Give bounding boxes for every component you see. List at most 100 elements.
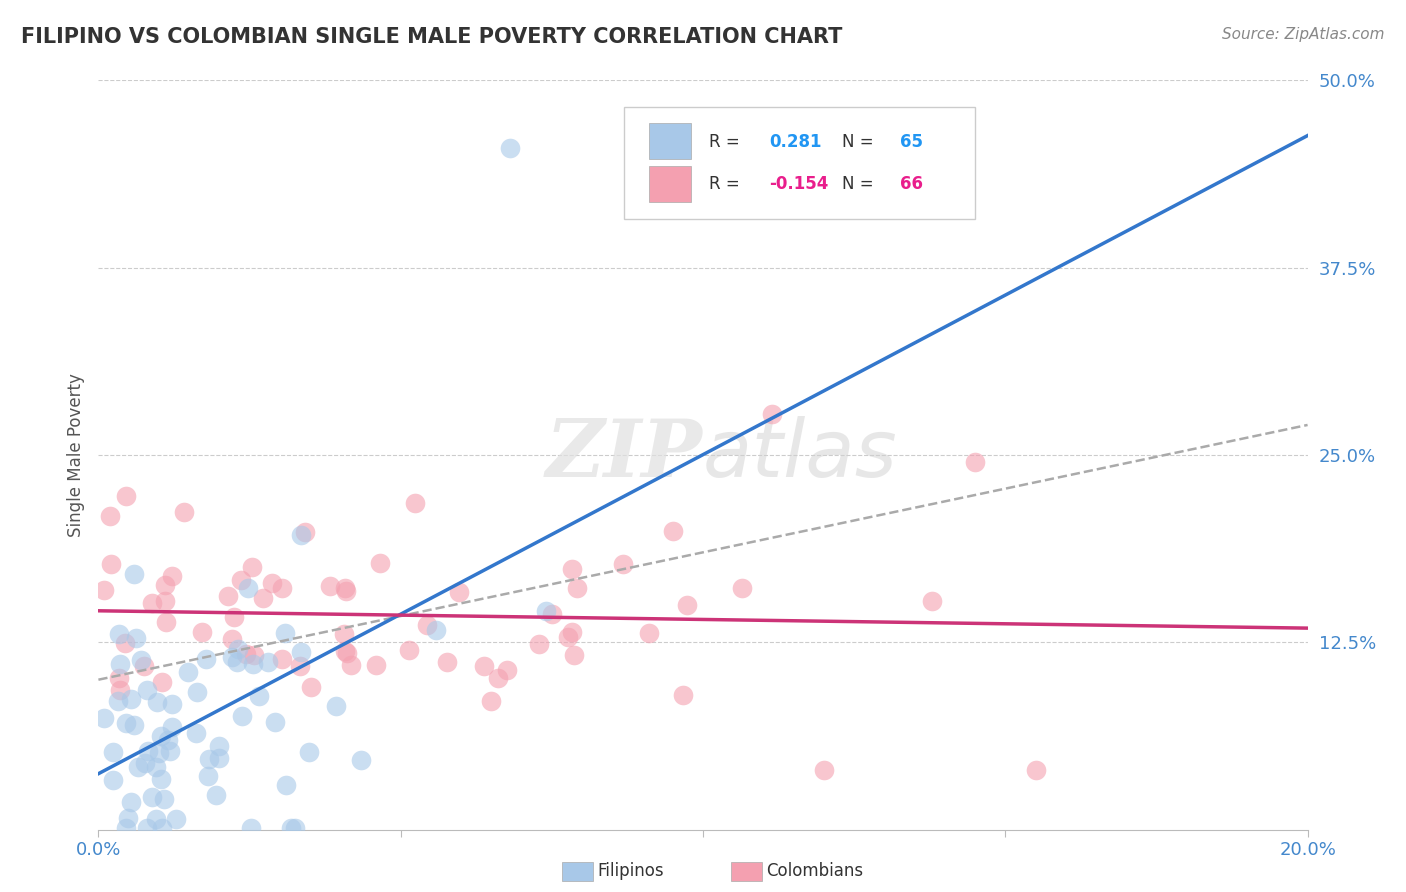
Point [1024,763,1046,777]
Point [561,562,583,576]
Point [114,636,136,650]
Point [231,709,253,723]
Text: atlas: atlas [703,416,898,494]
Point [198,752,221,766]
Point [93,582,115,597]
Point [404,495,426,509]
Point [350,753,373,767]
Point [921,594,943,608]
Point [662,524,685,538]
Point [114,489,136,503]
Point [150,730,173,744]
Point [366,658,388,673]
Point [333,643,356,657]
Point [672,688,695,702]
Point [173,505,195,519]
Point [101,745,124,759]
Point [93,711,115,725]
Text: R =: R = [709,133,745,151]
Point [242,657,264,671]
Point [284,821,307,835]
Point [224,610,246,624]
Point [319,579,342,593]
Point [177,665,200,679]
Point [197,769,219,783]
Point [208,751,231,765]
Point [184,725,207,739]
Point [148,746,170,760]
Point [108,671,131,685]
Point [496,664,519,678]
Point [271,652,294,666]
Text: ZIP: ZIP [546,417,703,493]
Point [561,625,583,640]
Point [191,624,214,639]
Point [612,557,634,571]
Point [731,582,754,596]
Point [333,627,356,641]
Point [221,650,243,665]
Point [813,763,835,777]
Text: 66: 66 [900,175,924,193]
Point [325,699,347,714]
Point [165,812,187,826]
Point [120,795,142,809]
Point [114,716,136,731]
Point [150,675,173,690]
Point [194,651,217,665]
Point [676,598,699,612]
Point [108,627,131,641]
Text: 65: 65 [900,133,924,151]
Point [370,556,392,570]
Text: N =: N = [842,175,879,193]
Text: Colombians: Colombians [766,863,863,880]
Point [217,589,239,603]
Point [157,733,180,747]
Point [149,772,172,787]
Point [280,821,302,835]
Point [136,821,159,835]
Point [236,581,259,595]
Text: 0.281: 0.281 [769,133,823,151]
Point [252,591,274,605]
Text: Source: ZipAtlas.com: Source: ZipAtlas.com [1222,27,1385,42]
Point [262,575,284,590]
Point [155,615,177,630]
Point [114,821,136,835]
Point [449,585,471,599]
Point [274,626,297,640]
Point [141,596,163,610]
Point [264,715,287,730]
Point [398,642,420,657]
Point [336,646,359,660]
Point [160,697,183,711]
Point [290,659,312,673]
Point [122,567,145,582]
Point [100,557,122,571]
Point [527,636,550,650]
Point [335,584,357,599]
Point [498,141,520,155]
Point [107,694,129,708]
Point [299,680,322,694]
Point [637,625,659,640]
Point [557,630,579,644]
Point [247,690,270,704]
Point [225,655,247,669]
Point [160,569,183,583]
Text: -0.154: -0.154 [769,175,830,193]
Point [208,739,231,753]
Y-axis label: Single Male Poverty: Single Male Poverty [66,373,84,537]
Point [226,641,249,656]
Point [257,655,280,669]
Point [235,647,257,661]
Point [294,525,316,540]
Point [159,744,181,758]
Point [486,671,509,685]
Point [436,655,458,669]
Point [153,791,176,805]
Point [145,760,167,774]
Point [127,760,149,774]
Point [415,618,437,632]
Point [162,720,184,734]
